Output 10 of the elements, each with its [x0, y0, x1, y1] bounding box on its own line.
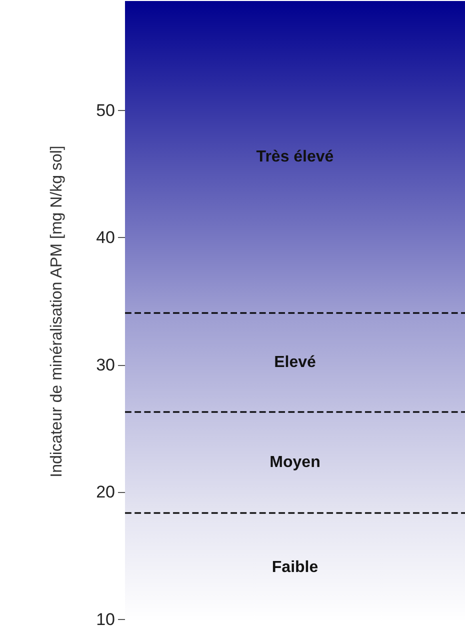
band-label: Faible	[272, 558, 318, 576]
y-tick-label: 20	[96, 482, 115, 502]
y-axis-title: Indicateur de minéralisation APM [mg N/kg sol]	[48, 146, 66, 478]
band-label: Très élevé	[256, 148, 334, 166]
y-tick-label: 10	[96, 610, 115, 629]
y-tick-label: 30	[96, 355, 115, 374]
band-label: Elevé	[274, 354, 316, 371]
y-tick-label: 50	[96, 100, 115, 120]
band-label: Moyen	[270, 454, 320, 471]
y-tick-label: 40	[96, 228, 115, 248]
